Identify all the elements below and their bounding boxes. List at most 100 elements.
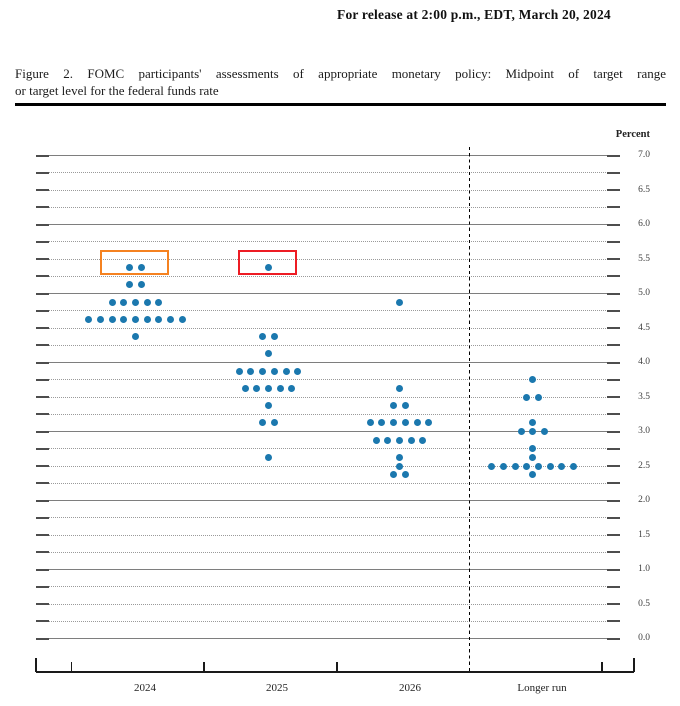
projection-dot [143,298,151,306]
y-tick-left [36,568,49,571]
y-tick-right [607,620,620,623]
projection-dot [259,333,267,341]
y-tick-right [607,430,620,433]
projection-dot [241,384,249,392]
y-axis-tick-label: 1.0 [638,564,650,574]
longer-run-separator-line [468,147,471,671]
x-axis-category-label: 2025 [266,682,288,694]
projection-dot [366,419,374,427]
gridline-dotted [36,413,620,415]
projection-dot [535,393,543,401]
projection-dot [529,428,537,435]
projection-dot [407,436,415,444]
projection-dot [517,428,525,435]
projection-dot [396,298,403,306]
y-tick-right [607,447,620,450]
projection-dot [265,453,272,461]
y-tick-right [607,568,620,571]
y-axis-unit-label: Percent [615,129,650,140]
y-tick-left [36,603,49,605]
y-axis-tick-label: 3.0 [638,426,650,436]
y-tick-left [36,240,49,243]
x-axis-tick [203,662,205,671]
projection-dot [132,315,139,323]
y-tick-left [36,534,49,536]
gridline-dotted [36,620,620,622]
projection-dot [288,384,296,392]
projection-dot [396,453,403,461]
y-tick-right [607,499,620,502]
projection-dot [155,315,163,323]
projection-dot [396,462,403,470]
gridline-dotted [36,241,620,243]
y-axis-tick-label: 4.0 [638,357,650,367]
y-tick-right [607,344,620,347]
projection-dot [378,419,386,427]
projection-dot [401,471,409,479]
gridline-dotted [36,344,620,346]
gridline-dotted [36,465,620,467]
y-tick-right [607,465,620,467]
figure-caption-line2: or target level for the federal funds ra… [15,82,219,98]
y-tick-left [36,309,49,312]
gridline-solid [36,568,620,571]
y-tick-left [36,327,49,329]
x-axis-category-label: 2026 [399,682,421,694]
y-tick-right [607,378,620,381]
y-tick-left [36,154,49,157]
y-tick-left [36,585,49,588]
y-axis-tick-label: 6.5 [638,184,650,195]
x-axis-category-label: 2024 [134,682,156,694]
gridline-dotted [36,551,620,553]
y-axis-tick-label: 0.5 [638,598,650,609]
gridline-dotted [36,275,620,277]
projection-dot [85,315,93,323]
y-tick-left [36,258,49,260]
y-tick-right [607,223,620,226]
projection-dot [390,471,398,479]
gridline-dotted [36,206,620,208]
y-tick-left [36,465,49,467]
gridline-dotted [36,379,620,381]
y-tick-right [607,534,620,536]
projection-dot [126,264,134,272]
x-axis-tick [601,662,603,671]
projection-dot [282,367,290,375]
y-tick-right [607,258,620,260]
y-axis-tick-label: 2.5 [638,460,650,471]
y-axis-tick-label: 1.5 [638,529,650,540]
y-tick-left [36,482,49,485]
gridline-dotted [36,189,620,191]
gridline-dotted [36,310,620,312]
y-tick-left [36,430,49,433]
y-tick-left [36,396,49,398]
projection-dot [372,436,380,444]
projection-dot [259,367,267,375]
projection-dot [265,264,272,272]
y-tick-left [36,361,49,364]
projection-dot [247,367,255,375]
gridline-dotted [36,603,620,605]
projection-dot [425,419,433,427]
projection-dot [178,315,186,323]
y-axis-tick-label: 3.5 [638,391,650,402]
release-header: For release at 2:00 p.m., EDT, March 20,… [337,7,611,22]
projection-dot [529,376,537,384]
projection-dot [523,393,531,401]
x-axis-end-tick-right [632,658,635,672]
projection-dot [96,315,104,323]
projection-dot [126,281,134,289]
projection-dot [535,462,543,470]
y-tick-right [607,154,620,157]
gridline-solid [36,292,620,295]
projection-dot [108,315,116,323]
projection-dot [276,384,284,392]
y-tick-left [36,206,49,209]
projection-dot [270,333,278,341]
gridline-solid [36,637,620,640]
x-axis-category-label: Longer run [517,682,567,694]
y-tick-left [36,413,49,416]
gridline-solid [36,223,620,226]
caption-rule [15,103,666,106]
y-tick-right [607,361,620,364]
